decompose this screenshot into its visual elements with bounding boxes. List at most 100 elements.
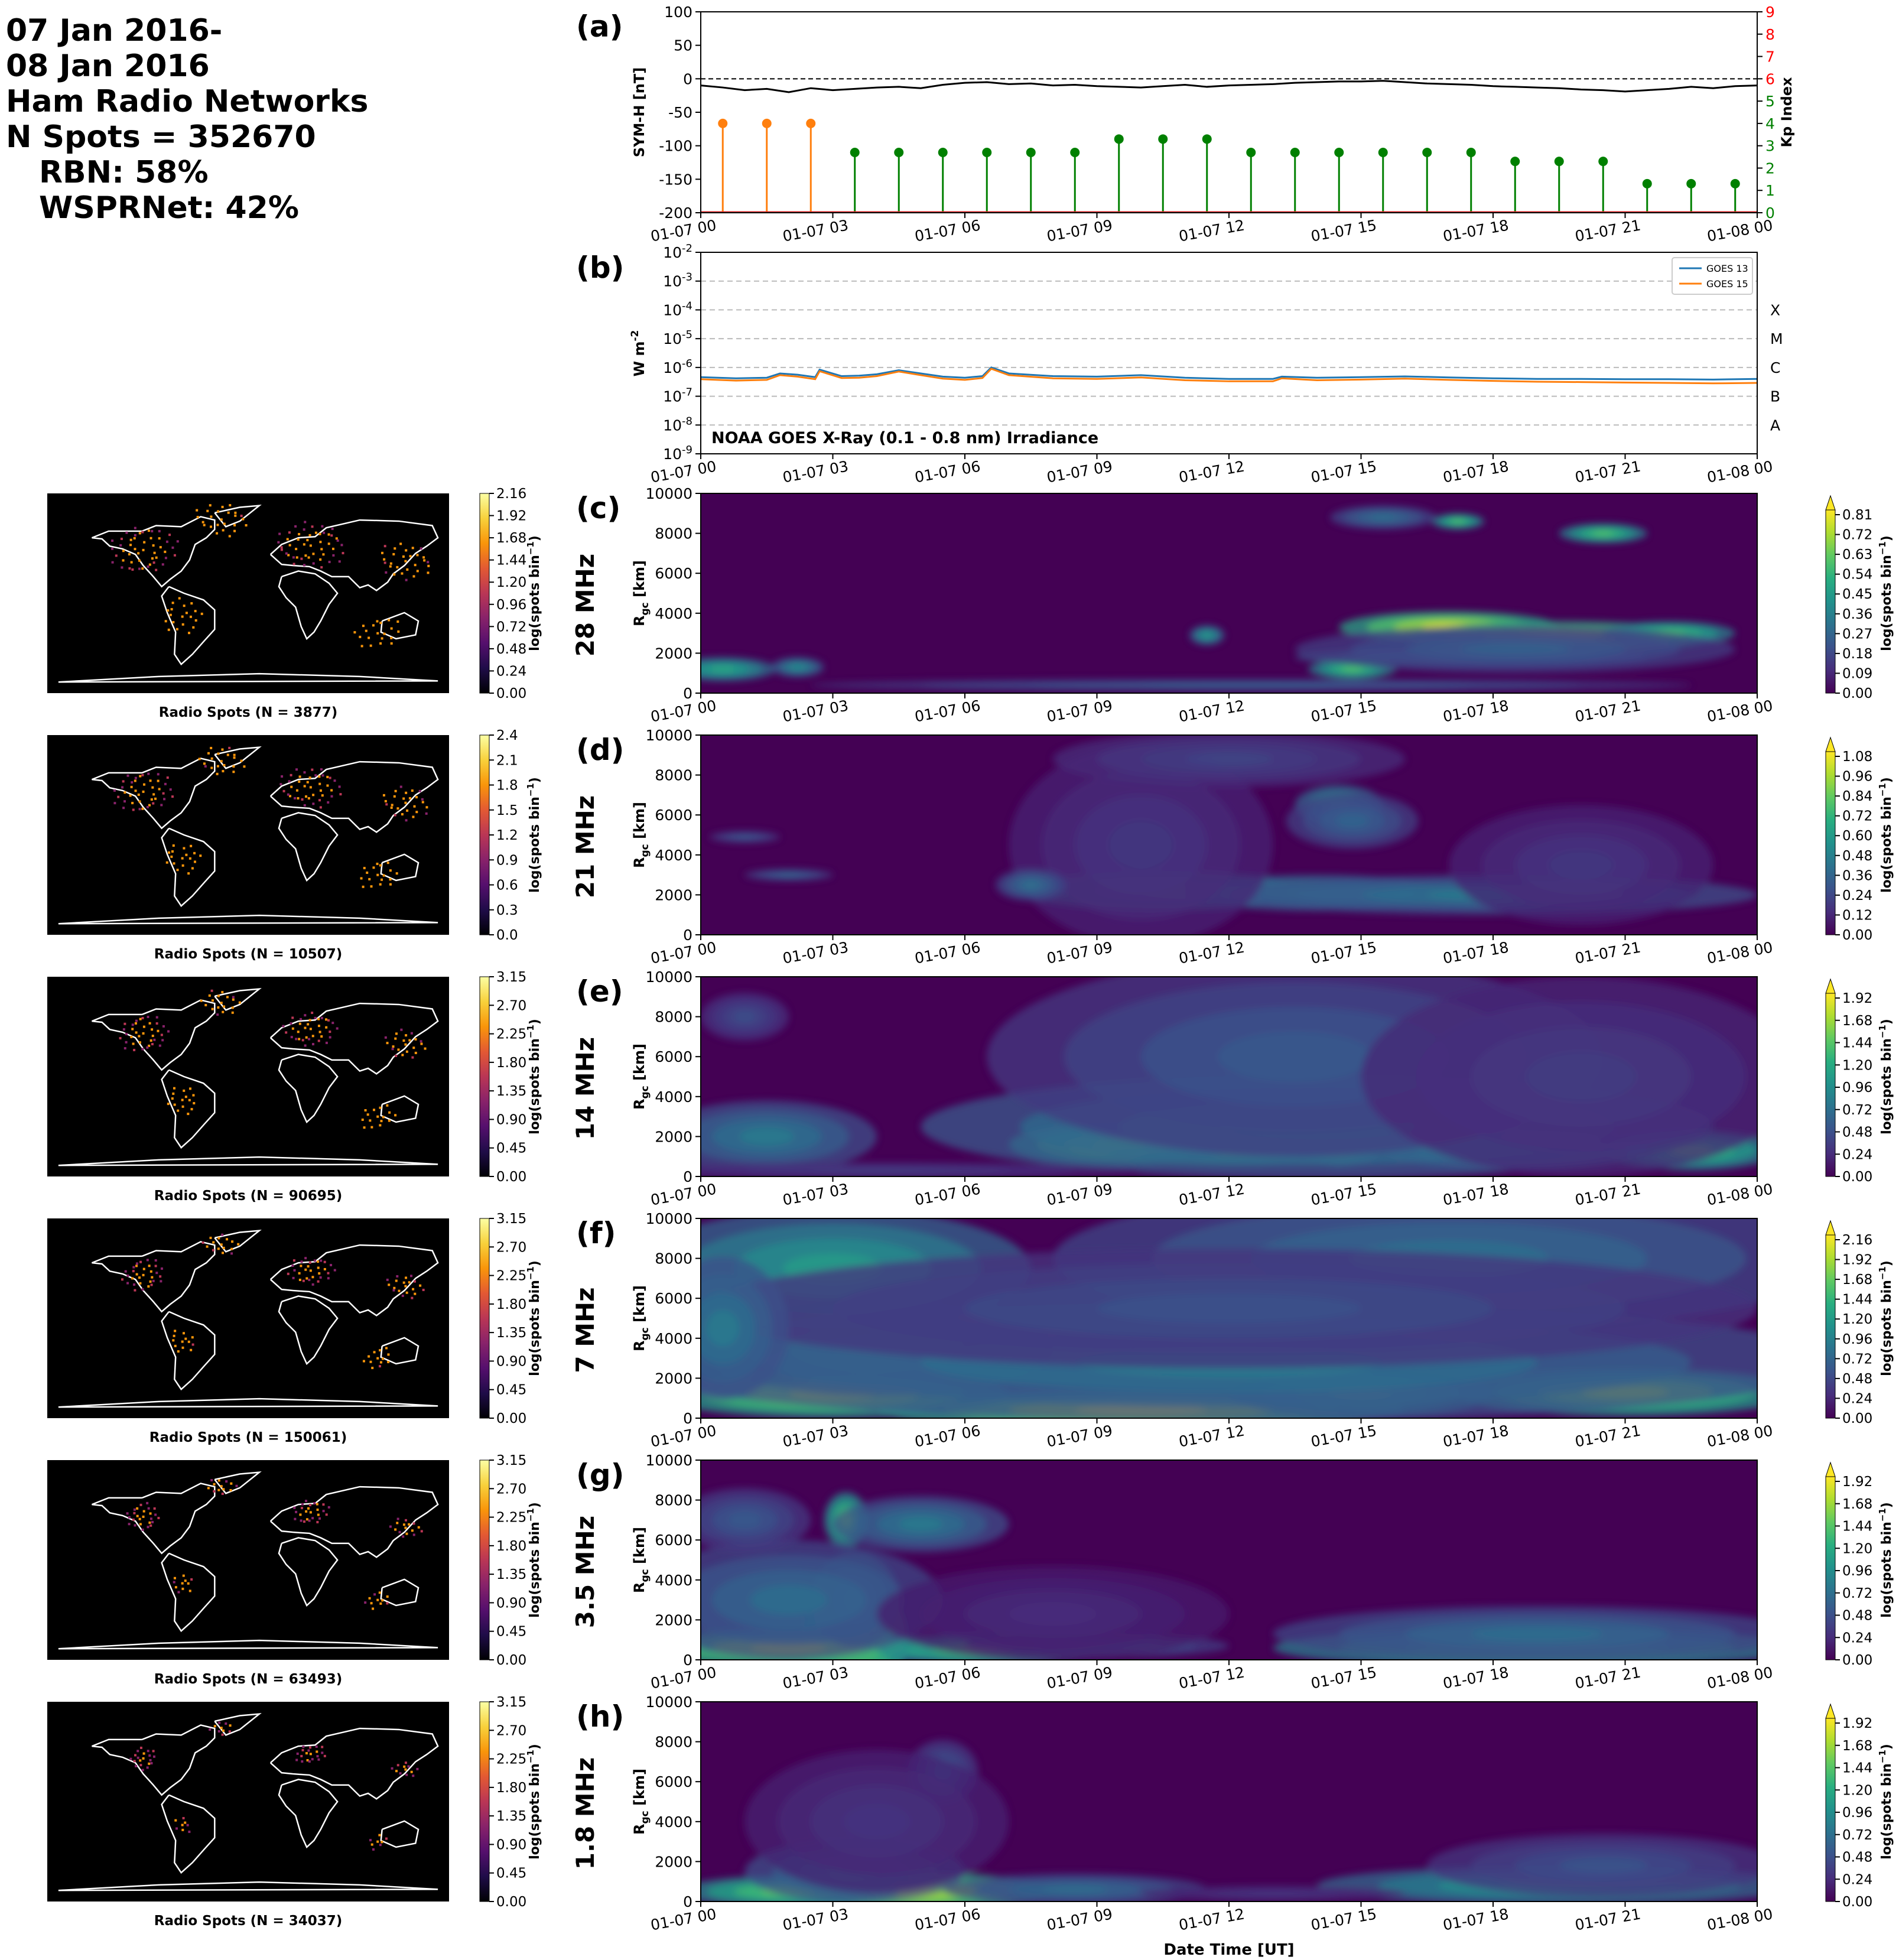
colorbar-tick-label: 1.92: [1842, 1253, 1872, 1268]
colorbar-tick-label: 0.18: [1842, 646, 1872, 662]
x-tick-label: 01-07 21: [1573, 697, 1642, 725]
kp-marker: [1158, 134, 1168, 144]
spot-density-cell: [405, 549, 408, 552]
colorbar-tick-label: 2.70: [496, 998, 526, 1013]
spot-density-cell: [387, 1353, 390, 1356]
y-tick-label: 2000: [655, 1128, 692, 1145]
x-tick-label: 01-07 21: [1573, 216, 1642, 245]
spot-density-cell: [379, 1844, 382, 1847]
spot-density-cell: [189, 615, 192, 618]
spot-density-cell: [316, 1509, 319, 1512]
heatmap-intensity-layer: [701, 505, 1735, 691]
spot-density-cell: [148, 563, 151, 566]
spot-density-cell: [151, 557, 154, 560]
spot-density-cell: [308, 1038, 311, 1041]
y-tick-label: 50: [674, 37, 692, 54]
spot-density-cell: [315, 1746, 318, 1748]
coastline-outline: [214, 1713, 262, 1736]
spot-density-cell: [149, 779, 152, 782]
colorbar-tick-label: 2.4: [496, 728, 518, 743]
spot-density-cell: [331, 547, 334, 550]
colorbar-extend-arrow: [1825, 1703, 1836, 1719]
spot-density-cell: [330, 534, 333, 537]
spot-density-cell: [142, 1510, 145, 1513]
colorbar-tick-label: 2.70: [496, 1481, 526, 1497]
spot-density-cell: [308, 1279, 311, 1282]
heatmap-colorbar-c: 0.81 0.72 0.63 0.54 0.45 0.36 0.27 0.18 0.09 0.00…: [1825, 495, 1894, 701]
coastline-outline: [380, 1820, 420, 1848]
spot-density-cell: [233, 756, 236, 759]
spot-density-cell: [306, 1759, 309, 1761]
colorbar-tick-label: 2.16: [496, 486, 526, 502]
spot-density-cell: [222, 1729, 225, 1732]
spot-density-cell: [399, 785, 402, 788]
spot-density-cell: [318, 532, 321, 535]
spot-density-cell: [226, 1238, 229, 1241]
spot-density-cell: [164, 782, 167, 785]
spot-density-cell: [364, 1109, 367, 1112]
spot-density-cell: [113, 802, 116, 805]
colorbar-tick-label: 1.2: [496, 828, 518, 843]
spot-density-cell: [231, 1006, 234, 1009]
y-tick-label: 10000: [645, 1210, 692, 1227]
spot-density-cell: [420, 1530, 423, 1533]
heatmap-cell-group: [844, 1803, 910, 1840]
coastline-outline: [269, 1244, 439, 1317]
spot-density-cell: [151, 1043, 154, 1046]
spot-density-cell: [309, 786, 312, 789]
kp-marker: [894, 148, 904, 157]
spot-density-cell: [389, 869, 392, 872]
spot-density-cell: [321, 1746, 324, 1748]
coastline-outline: [92, 1483, 216, 1555]
spot-density-cell: [300, 1754, 303, 1757]
spot-density-cell: [301, 1748, 304, 1751]
spot-density-cell: [172, 1339, 175, 1342]
colorbar-tick-label: 0.96: [496, 597, 526, 613]
spot-density-cell: [317, 1513, 320, 1516]
spot-density-cell: [138, 808, 141, 811]
spot-density-cell: [294, 1517, 297, 1520]
spot-density-cell: [204, 765, 207, 768]
x-tick-label: 01-07 03: [781, 1422, 850, 1450]
spot-density-cell: [336, 1027, 339, 1030]
spot-density-cell: [126, 1512, 129, 1515]
spot-density-cell: [173, 1087, 175, 1090]
spot-density-cell: [123, 800, 126, 803]
spot-density-cell: [321, 774, 324, 777]
spot-density-cell: [196, 516, 199, 519]
spot-density-cell: [413, 805, 416, 808]
spot-density-cell: [213, 1725, 216, 1728]
spot-density-cell: [318, 1031, 321, 1033]
spot-density-cell: [157, 773, 160, 776]
kp-tick-label: 3: [1765, 138, 1775, 155]
spot-density-cell: [184, 1337, 187, 1340]
spot-density-cell: [134, 776, 137, 779]
spot-density-cell: [191, 1336, 194, 1339]
spot-density-cell: [394, 1528, 397, 1531]
colorbar-label: log(spots bin−1): [1877, 535, 1894, 651]
spot-density-cell: [157, 779, 160, 782]
spot-density-cell: [154, 1513, 157, 1516]
spot-density-cell: [181, 857, 184, 860]
spot-density-cell: [286, 538, 289, 541]
spot-density-cell: [134, 789, 137, 792]
spot-density-cell: [290, 1036, 293, 1039]
spot-density-cell: [123, 1022, 126, 1025]
colorbar-tick-label: 0.3: [496, 903, 518, 918]
x-axis-label: Date Time [UT]: [1163, 1941, 1294, 1959]
spot-density-cell: [308, 776, 311, 779]
spot-density-cell: [122, 550, 125, 552]
spot-density-cell: [174, 1344, 177, 1347]
spot-density-cell: [158, 788, 161, 791]
spot-density-cell: [412, 1533, 415, 1536]
spot-density-cell: [405, 819, 408, 822]
colorbar-tick-label: 0.90: [496, 1354, 526, 1369]
spot-density-cell: [368, 877, 371, 880]
y-tick-label: 6000: [655, 1532, 692, 1549]
spot-density-cell: [318, 775, 321, 778]
spot-density-cell: [194, 610, 197, 613]
spot-density-cell: [396, 565, 399, 568]
colorbar-tick-label: 3.15: [496, 970, 526, 985]
spot-density-cell: [304, 1268, 307, 1271]
coastline-outline: [278, 1779, 339, 1849]
